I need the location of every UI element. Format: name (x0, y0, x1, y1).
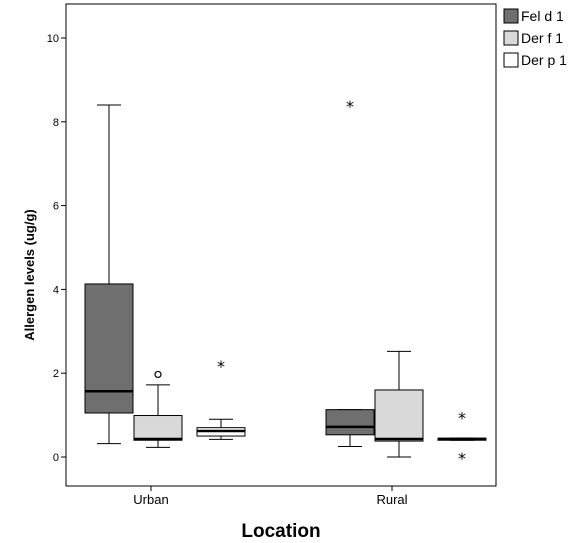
x-axis: Urban Rural (133, 486, 408, 507)
box-fel-d-1-rural: * (325, 97, 375, 448)
extreme-point: * (458, 449, 466, 468)
box-der-f-1-urban (133, 370, 183, 448)
y-tick-label: 6 (53, 201, 59, 213)
x-axis-title: Location (241, 521, 320, 542)
legend-label: Der f 1 (521, 30, 563, 46)
y-tick-label: 2 (53, 368, 59, 380)
box-fel-d-1-urban (84, 104, 134, 445)
y-tick-label: 8 (53, 117, 59, 129)
extreme-point: * (346, 97, 354, 116)
box-iqr (133, 415, 183, 441)
extreme-point: * (458, 408, 466, 427)
box-der-p-1-urban: * (196, 357, 246, 440)
plot-frame (65, 3, 497, 487)
y-tick-label: 10 (47, 33, 59, 45)
outlier-point (154, 370, 162, 379)
box-iqr (84, 283, 134, 414)
legend-swatch (503, 30, 519, 46)
y-tick-label: 4 (53, 284, 59, 296)
y-axis-title: Allergen levels (ug/g) (22, 209, 37, 340)
x-tick-label: Urban (133, 492, 168, 507)
extreme-point: * (217, 357, 225, 376)
legend-swatch (503, 8, 519, 24)
y-tick-label: 0 (53, 452, 59, 464)
box-iqr (374, 389, 424, 442)
box-iqr (325, 409, 375, 436)
box-der-f-1-rural (374, 350, 424, 458)
x-tick-label: Rural (376, 492, 407, 507)
legend-swatch (503, 52, 519, 68)
boxes: **** (84, 97, 487, 468)
y-axis: 0 2 4 6 8 10 (47, 33, 66, 464)
box-der-p-1-rural: ** (437, 408, 487, 468)
legend: Fel d 1 Der f 1 Der p 1 (503, 8, 567, 68)
legend-label: Der p 1 (521, 52, 567, 68)
legend-label: Fel d 1 (521, 8, 564, 24)
